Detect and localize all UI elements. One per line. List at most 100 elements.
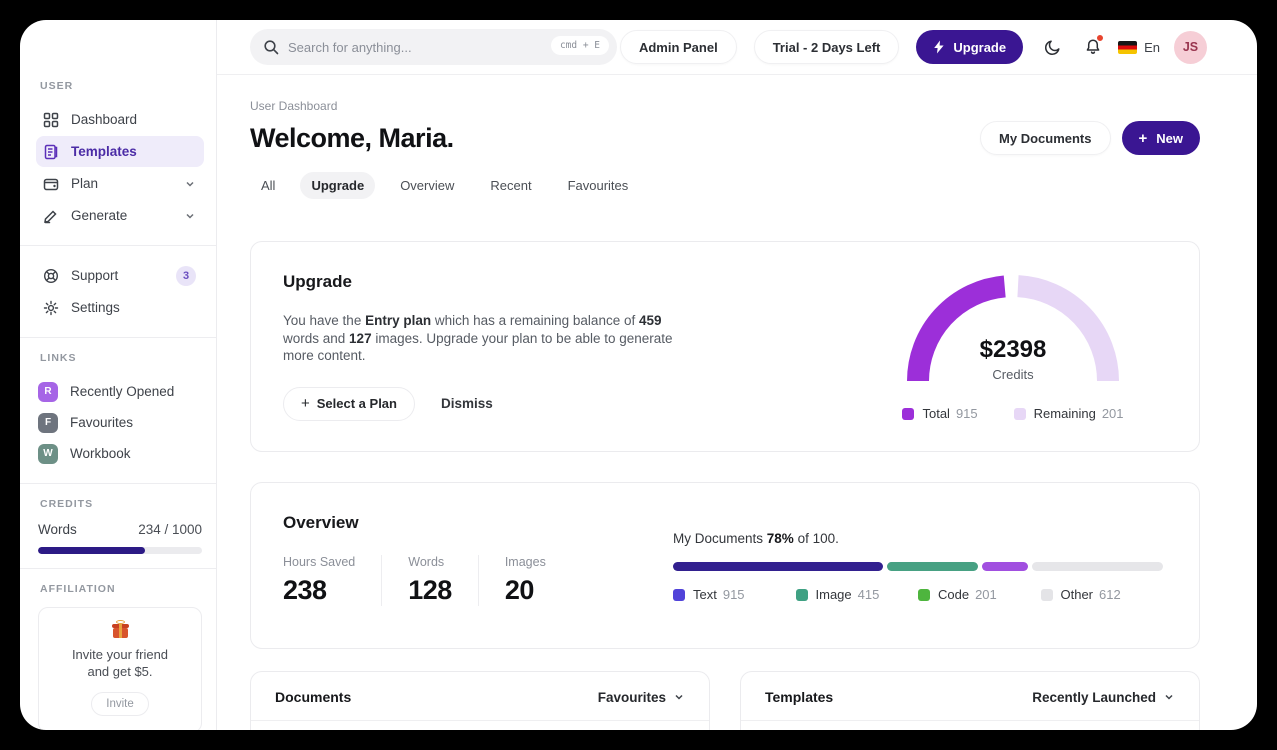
admin-panel-button[interactable]: Admin Panel [619,30,737,64]
legend-swatch [918,588,930,601]
document-row[interactable]: Untitled Document in Workbook [251,721,709,730]
tab-upgrade[interactable]: Upgrade [300,172,376,199]
plus-icon: + [301,395,310,412]
sidebar-item-support[interactable]: Support 3 [36,260,204,291]
dismiss-button[interactable]: Dismiss [440,396,493,411]
pencil-icon [42,207,59,224]
link-label: Favourites [70,415,134,430]
stat-images: Images 20 [504,555,546,605]
sidebar-link-workbook[interactable]: W Workbook [36,438,204,469]
gauge-segment-remaining [1017,275,1119,382]
tab-favourites[interactable]: Favourites [567,178,629,193]
sidebar-item-dashboard[interactable]: Dashboard [36,104,204,135]
select-plan-button[interactable]: + Select a Plan [283,386,415,421]
legend-item-code: Code 201 [918,587,1041,602]
sidebar-item-settings[interactable]: Settings [36,292,204,323]
letter-badge: W [38,443,58,464]
letter-badge: F [38,412,58,433]
language-switcher[interactable]: En [1118,30,1174,64]
bolt-icon [933,40,945,54]
divider [20,337,216,338]
templates-card-title: Templates [765,689,834,705]
search-shortcut-hint: cmd + E [550,36,609,55]
content: User Dashboard Welcome, Maria. My Docume… [217,75,1257,730]
stat-words: Words 128 [408,555,479,606]
sidebar-section-affiliation: AFFILIATION [40,583,116,595]
documents-card: Documents Favourites Untitled Document i… [250,671,710,730]
overview-card: Overview Hours Saved 238 Words 128 Image… [250,482,1200,649]
search-icon [263,39,279,55]
bell-icon [1084,38,1102,56]
sidebar-item-label: Generate [71,208,128,223]
sidebar-item-generate[interactable]: Generate [36,200,204,231]
trial-button[interactable]: Trial - 2 Days Left [753,30,900,64]
notifications-button[interactable] [1076,30,1110,64]
notification-dot [1096,34,1105,42]
tab-recent[interactable]: Recent [490,178,532,193]
stat-hours-saved: Hours Saved 238 [283,555,383,606]
language-label: En [1144,39,1160,55]
documents-progress: My Documents 78% of 100. Text 915 [673,513,1163,620]
bar-segment-image [887,562,979,571]
documents-card-title: Documents [275,689,352,705]
templates-filter-dropdown[interactable]: Recently Launched [1032,690,1175,705]
legend-item-total: Total 915 [902,406,978,421]
link-label: Recently Opened [70,384,175,399]
stacked-progress-bar [673,562,1163,571]
upgrade-button[interactable]: Upgrade [916,30,1024,64]
gauge-caption: Credits [992,367,1034,382]
sidebar-item-templates[interactable]: Templates [36,136,204,167]
my-documents-button[interactable]: My Documents [980,121,1111,155]
sidebar-section-credits: CREDITS [40,498,94,510]
credits-gauge: $2398 Credits Total 915 Remaining [863,272,1163,421]
gauge-segment-total [907,275,1006,382]
legend-swatch [1013,407,1026,420]
sidebar-item-label: Settings [71,300,120,315]
affiliation-card: Invite your friend and get $5. Invite [38,607,202,730]
gauge-value: $2398 [979,336,1047,363]
invite-button[interactable]: Invite [91,692,149,716]
divider [20,245,216,246]
dark-mode-toggle[interactable] [1036,30,1070,64]
sidebar-item-label: Templates [71,144,137,159]
user-avatar[interactable]: JS [1174,30,1207,64]
chevron-down-icon [184,210,196,222]
gift-icon [111,620,129,638]
app-window: USER Dashboard Templates Plan [20,20,1257,730]
upgrade-card: Upgrade You have the Entry plan which ha… [250,241,1200,452]
template-row[interactable]: Blog Post Title in Workbook [741,721,1199,730]
legend-item-text: Text 915 [673,587,796,602]
credits-progress-fill [38,547,145,554]
new-button[interactable]: + New [1121,121,1200,155]
support-badge: 3 [176,265,196,286]
chevron-down-icon [184,178,196,190]
sidebar-item-label: Support [71,268,119,283]
affiliation-text: Invite your friend and get $5. [71,647,169,679]
tabs: All Upgrade Overview Recent Favourites [250,172,1200,199]
sidebar-item-plan[interactable]: Plan [36,168,204,199]
legend-swatch [795,588,808,601]
legend-item-image: Image 415 [795,587,919,602]
documents-filter-dropdown[interactable]: Favourites [598,690,685,705]
sidebar-section-user: USER [40,80,74,92]
page-title: Welcome, Maria. [250,122,454,153]
tab-all[interactable]: All [261,178,276,193]
tab-overview[interactable]: Overview [400,178,455,193]
bar-legend: Text 915 Image 415 Code 201 [673,587,1163,602]
plus-icon: + [1138,129,1148,147]
sidebar-link-favourites[interactable]: F Favourites [36,407,204,438]
legend-swatch [673,588,685,601]
german-flag-icon [1118,40,1138,54]
chevron-down-icon [1163,691,1175,703]
link-label: Workbook [70,446,131,461]
gear-icon [42,299,59,316]
sidebar-link-recently-opened[interactable]: R Recently Opened [36,376,204,407]
search-bar: cmd + E [250,29,617,65]
bar-segment-other [1031,562,1163,571]
upgrade-card-body: You have the Entry plan which has a rema… [283,313,673,363]
legend-swatch [1040,588,1053,601]
wallet-icon [42,175,59,192]
grid-icon [42,111,59,128]
credits-label: Words [38,522,77,537]
overview-card-title: Overview [283,513,359,532]
